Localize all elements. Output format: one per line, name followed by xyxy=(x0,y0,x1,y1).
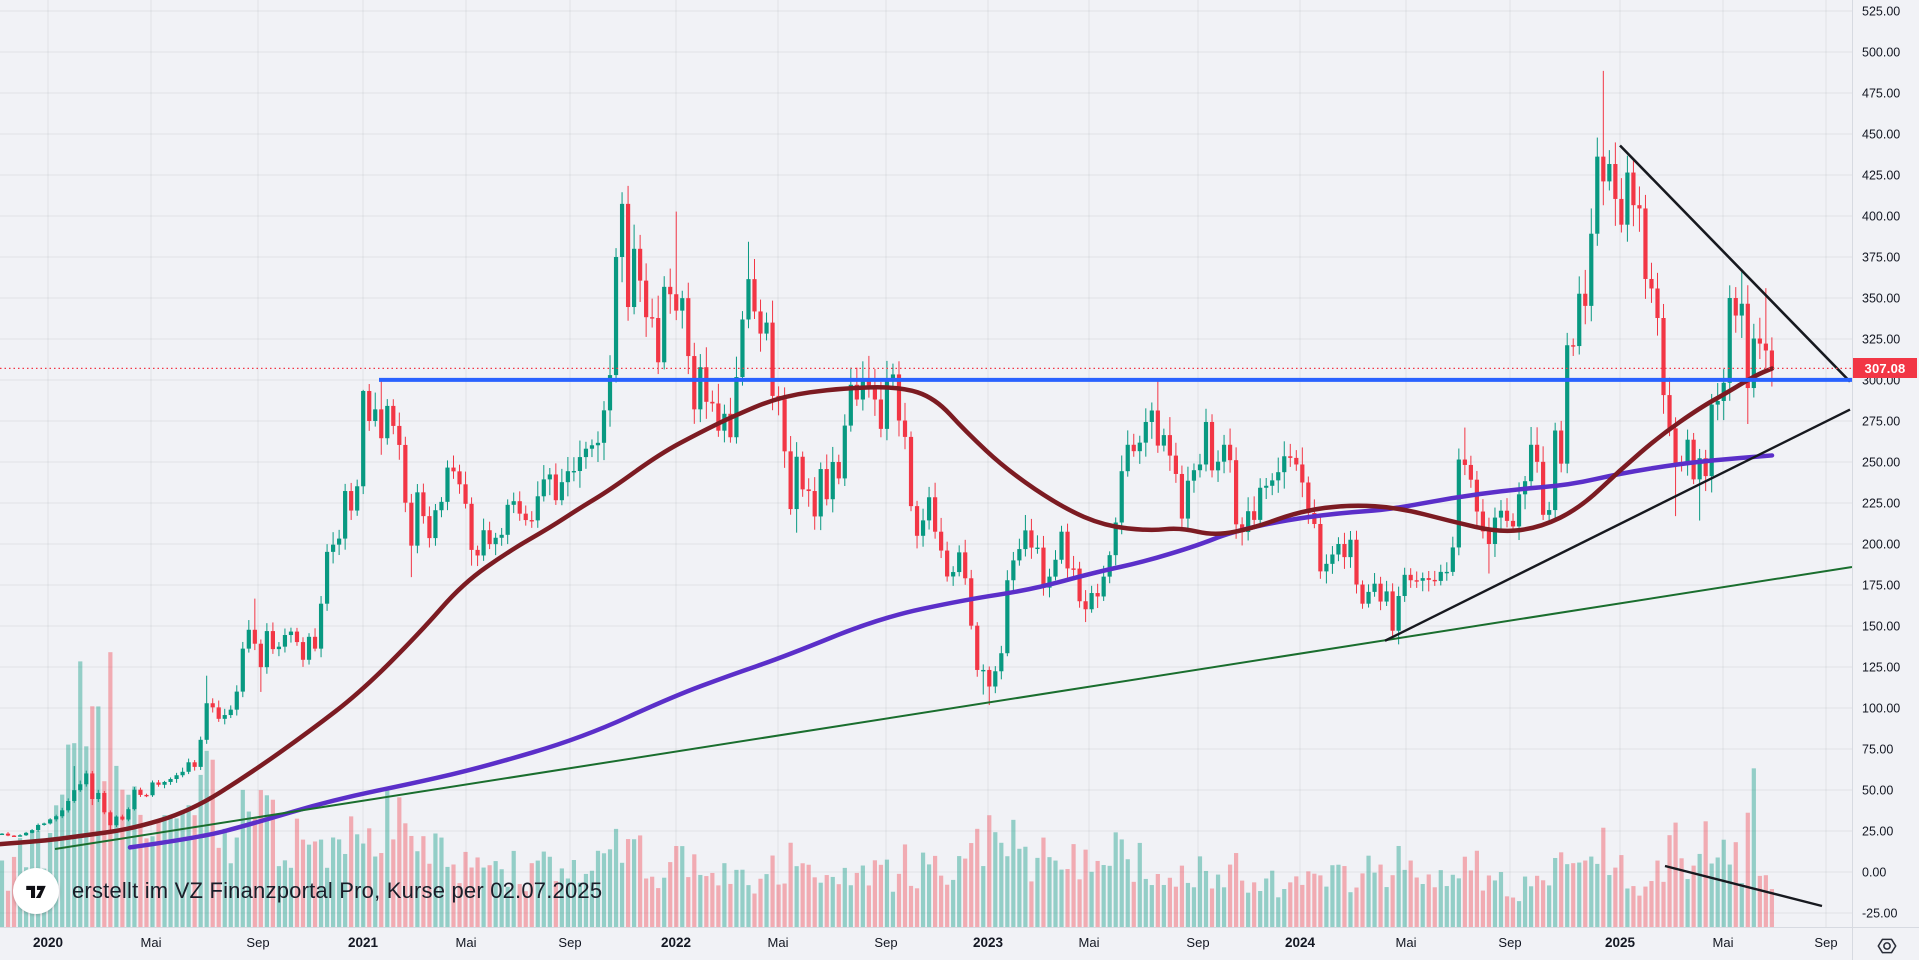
svg-text:2020: 2020 xyxy=(33,935,63,950)
svg-text:325.00: 325.00 xyxy=(1862,333,1900,347)
svg-text:250.00: 250.00 xyxy=(1862,456,1900,470)
tradingview-logo-icon[interactable] xyxy=(13,868,59,914)
svg-text:Sep: Sep xyxy=(1814,935,1837,950)
svg-text:175.00: 175.00 xyxy=(1862,579,1900,593)
svg-text:Sep: Sep xyxy=(1186,935,1209,950)
svg-text:Sep: Sep xyxy=(1498,935,1521,950)
svg-text:Mai: Mai xyxy=(456,935,477,950)
trendline-green[interactable] xyxy=(54,565,1853,851)
ma-line-dark-red xyxy=(0,366,1775,847)
svg-text:450.00: 450.00 xyxy=(1862,128,1900,142)
svg-text:350.00: 350.00 xyxy=(1862,292,1900,306)
svg-text:475.00: 475.00 xyxy=(1862,87,1900,101)
svg-text:0.00: 0.00 xyxy=(1862,866,1886,880)
svg-text:225.00: 225.00 xyxy=(1862,497,1900,511)
svg-text:Sep: Sep xyxy=(246,935,269,950)
svg-text:2022: 2022 xyxy=(661,935,691,950)
svg-text:Mai: Mai xyxy=(1713,935,1734,950)
trendline-black-descending[interactable] xyxy=(1619,144,1851,383)
svg-text:-25.00: -25.00 xyxy=(1862,907,1897,921)
svg-text:Sep: Sep xyxy=(558,935,581,950)
svg-text:500.00: 500.00 xyxy=(1862,46,1900,60)
svg-text:100.00: 100.00 xyxy=(1862,702,1900,716)
svg-text:50.00: 50.00 xyxy=(1862,784,1893,798)
watermark: erstellt im VZ Finanzportal Pro, Kurse p… xyxy=(13,868,602,914)
volume-trendline-black[interactable] xyxy=(1664,864,1823,908)
svg-text:Mai: Mai xyxy=(1396,935,1417,950)
svg-text:2023: 2023 xyxy=(973,935,1004,950)
watermark-text: erstellt im VZ Finanzportal Pro, Kurse p… xyxy=(72,878,603,903)
svg-text:2024: 2024 xyxy=(1285,935,1316,950)
grid-lines xyxy=(0,0,1852,928)
svg-text:Sep: Sep xyxy=(874,935,897,950)
svg-text:Mai: Mai xyxy=(141,935,162,950)
svg-text:200.00: 200.00 xyxy=(1862,538,1900,552)
svg-text:75.00: 75.00 xyxy=(1862,743,1893,757)
ma-line-purple xyxy=(127,453,1775,850)
x-axis-labels[interactable]: 2020 Mai Sep 2021 Mai Sep 2022 Mai Sep 2023 Mai Sep… xyxy=(33,935,1838,950)
svg-text:25.00: 25.00 xyxy=(1862,825,1893,839)
svg-text:Mai: Mai xyxy=(1079,935,1100,950)
y-axis-labels[interactable]: -25.00 0.00 25.00 50.00 75.00 100.00 125.00 150… xyxy=(1862,5,1900,921)
trendline-black-ascending[interactable] xyxy=(1384,408,1851,642)
candlestick-series xyxy=(0,70,1774,837)
svg-text:275.00: 275.00 xyxy=(1862,415,1900,429)
svg-text:400.00: 400.00 xyxy=(1862,210,1900,224)
svg-text:150.00: 150.00 xyxy=(1862,620,1900,634)
svg-text:425.00: 425.00 xyxy=(1862,169,1900,183)
svg-text:375.00: 375.00 xyxy=(1862,251,1900,265)
settings-gear-icon[interactable] xyxy=(1874,933,1900,959)
svg-text:525.00: 525.00 xyxy=(1862,5,1900,19)
svg-text:125.00: 125.00 xyxy=(1862,661,1900,675)
volume-bars xyxy=(0,652,1774,928)
svg-text:Mai: Mai xyxy=(768,935,789,950)
svg-text:2021: 2021 xyxy=(348,935,379,950)
current-price-badge: 307.08 xyxy=(1853,358,1917,378)
svg-text:2025: 2025 xyxy=(1605,935,1636,950)
